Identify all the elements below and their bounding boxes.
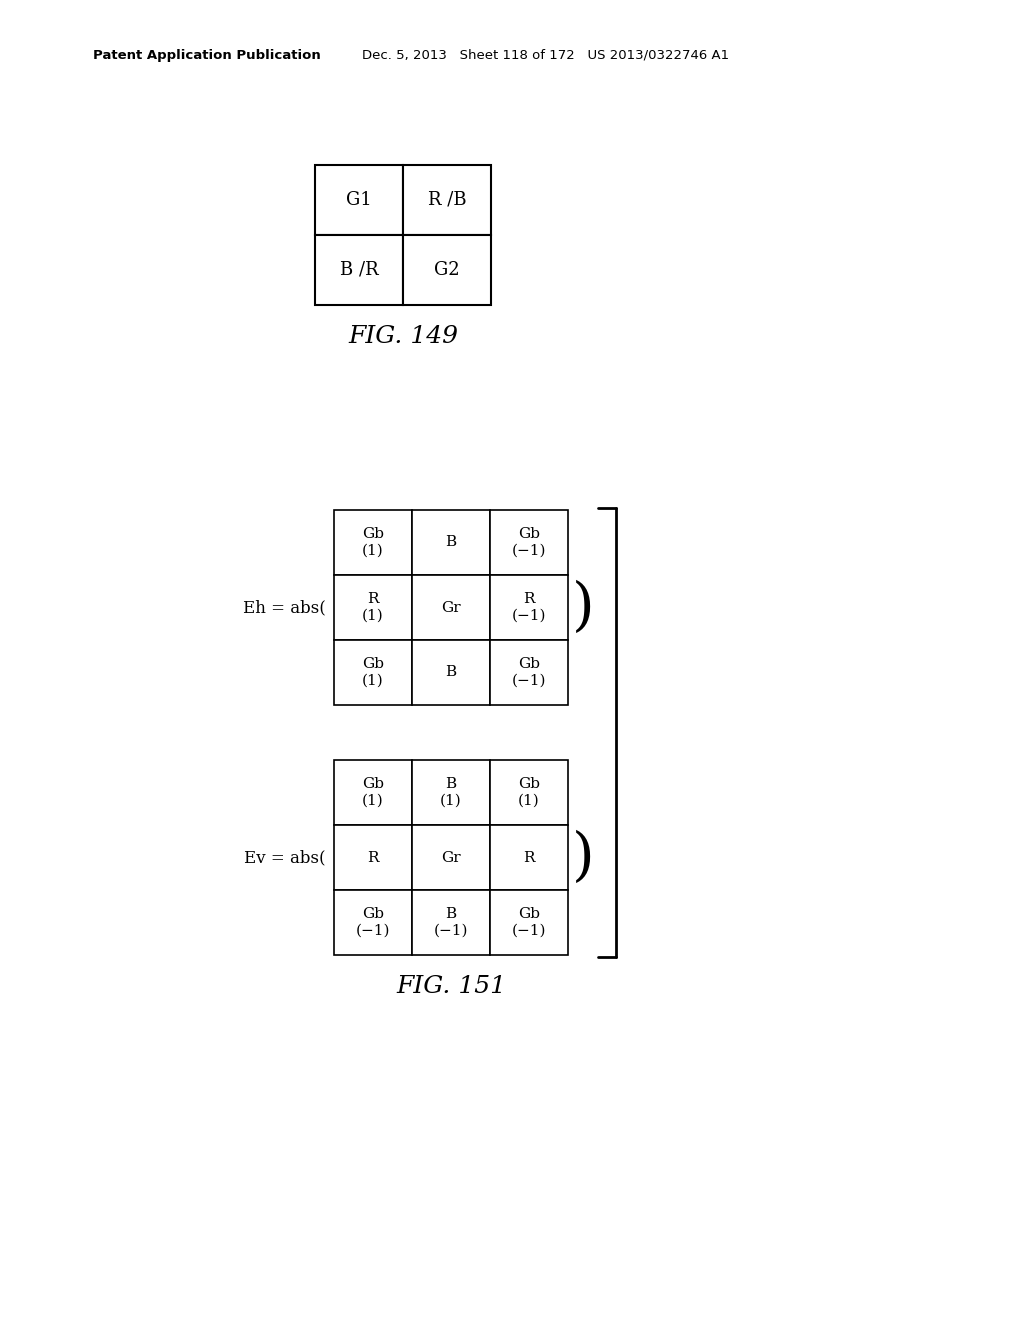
Bar [334, 760, 412, 825]
Text: G2: G2 [434, 261, 460, 279]
Bar [334, 825, 412, 890]
Text: Gb
(1): Gb (1) [362, 657, 384, 688]
Text: R
(1): R (1) [362, 593, 384, 623]
Bar [334, 890, 412, 954]
Bar [490, 760, 568, 825]
Text: R /B: R /B [428, 191, 466, 209]
Text: R: R [368, 850, 379, 865]
Text: B /R: B /R [340, 261, 378, 279]
Text: G1: G1 [346, 191, 372, 209]
Text: Gb
(−1): Gb (−1) [512, 528, 546, 557]
Text: Gr: Gr [441, 601, 461, 615]
Bar [412, 510, 490, 576]
Bar [412, 640, 490, 705]
Text: B: B [445, 665, 457, 680]
Bar [334, 640, 412, 705]
Bar [412, 576, 490, 640]
Text: Gb
(−1): Gb (−1) [512, 657, 546, 688]
Text: Patent Application Publication: Patent Application Publication [93, 49, 321, 62]
Text: Gr: Gr [441, 850, 461, 865]
Bar [490, 825, 568, 890]
Bar [315, 165, 403, 235]
Text: B: B [445, 536, 457, 549]
Text: Ev = abs(: Ev = abs( [245, 849, 326, 866]
Text: Gb
(1): Gb (1) [362, 528, 384, 557]
Text: Gb
(−1): Gb (−1) [512, 907, 546, 937]
Text: ): ) [572, 829, 595, 886]
Bar [315, 235, 403, 305]
Text: FIG. 151: FIG. 151 [396, 975, 506, 998]
Bar [412, 760, 490, 825]
Bar [490, 510, 568, 576]
Text: Gb
(1): Gb (1) [362, 777, 384, 808]
Bar [403, 235, 490, 305]
Bar [412, 825, 490, 890]
Text: ): ) [572, 579, 595, 635]
Bar [334, 510, 412, 576]
Bar [490, 640, 568, 705]
Text: R: R [523, 850, 535, 865]
Bar [403, 165, 490, 235]
Text: B
(1): B (1) [440, 777, 462, 808]
Bar [490, 576, 568, 640]
Text: R
(−1): R (−1) [512, 593, 546, 623]
Bar [490, 890, 568, 954]
Bar [334, 576, 412, 640]
Text: Dec. 5, 2013   Sheet 118 of 172   US 2013/0322746 A1: Dec. 5, 2013 Sheet 118 of 172 US 2013/03… [362, 49, 729, 62]
Text: Gb
(1): Gb (1) [518, 777, 540, 808]
Text: Eh = abs(: Eh = abs( [244, 599, 326, 616]
Text: Gb
(−1): Gb (−1) [355, 907, 390, 937]
Text: B
(−1): B (−1) [434, 907, 468, 937]
Text: FIG. 149: FIG. 149 [348, 325, 458, 348]
Bar [412, 890, 490, 954]
